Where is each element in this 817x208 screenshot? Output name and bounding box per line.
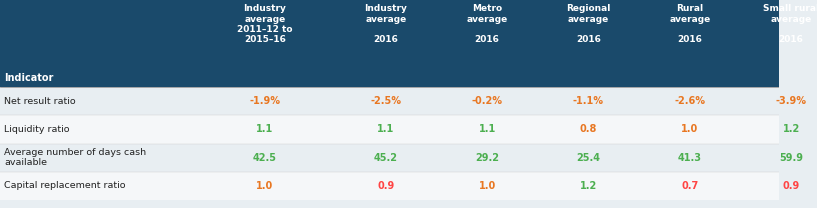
Text: Industry
average
2011–12 to
2015–16: Industry average 2011–12 to 2015–16 <box>237 4 292 44</box>
Text: 1.0: 1.0 <box>479 181 496 191</box>
Text: 45.2: 45.2 <box>374 152 398 163</box>
Text: Small rural
average

2016: Small rural average 2016 <box>763 4 817 44</box>
Text: 1.2: 1.2 <box>783 124 800 135</box>
Text: Regional
average

2016: Regional average 2016 <box>566 4 610 44</box>
Text: Metro
average

2016: Metro average 2016 <box>467 4 508 44</box>
Text: 29.2: 29.2 <box>475 152 499 163</box>
Text: 41.3: 41.3 <box>678 152 702 163</box>
Text: 59.9: 59.9 <box>779 152 803 163</box>
Text: 0.9: 0.9 <box>783 181 800 191</box>
FancyBboxPatch shape <box>0 115 779 144</box>
FancyBboxPatch shape <box>0 87 779 115</box>
Text: 1.1: 1.1 <box>257 124 274 135</box>
Text: Net result ratio: Net result ratio <box>4 97 75 106</box>
Text: -1.9%: -1.9% <box>249 96 280 106</box>
Text: 0.7: 0.7 <box>681 181 699 191</box>
Text: -2.6%: -2.6% <box>674 96 705 106</box>
Text: Rural
average

2016: Rural average 2016 <box>669 4 711 44</box>
Text: 42.5: 42.5 <box>253 152 277 163</box>
Text: 1.0: 1.0 <box>257 181 274 191</box>
Text: 1.1: 1.1 <box>377 124 395 135</box>
Text: 0.9: 0.9 <box>377 181 395 191</box>
Text: Industry
average

2016: Industry average 2016 <box>364 4 407 44</box>
Text: Indicator: Indicator <box>4 73 53 83</box>
Text: Liquidity ratio: Liquidity ratio <box>4 125 69 134</box>
Text: Average number of days cash
available: Average number of days cash available <box>4 148 146 167</box>
Text: Capital replacement ratio: Capital replacement ratio <box>4 181 125 190</box>
FancyBboxPatch shape <box>0 144 779 172</box>
Text: -0.2%: -0.2% <box>471 96 502 106</box>
Text: -2.5%: -2.5% <box>370 96 401 106</box>
Text: 0.8: 0.8 <box>580 124 597 135</box>
Text: 1.0: 1.0 <box>681 124 699 135</box>
FancyBboxPatch shape <box>0 172 779 200</box>
Text: 1.2: 1.2 <box>580 181 597 191</box>
Text: 25.4: 25.4 <box>577 152 600 163</box>
FancyBboxPatch shape <box>0 0 779 87</box>
Text: 1.1: 1.1 <box>479 124 496 135</box>
Text: -3.9%: -3.9% <box>775 96 806 106</box>
Text: -1.1%: -1.1% <box>573 96 604 106</box>
